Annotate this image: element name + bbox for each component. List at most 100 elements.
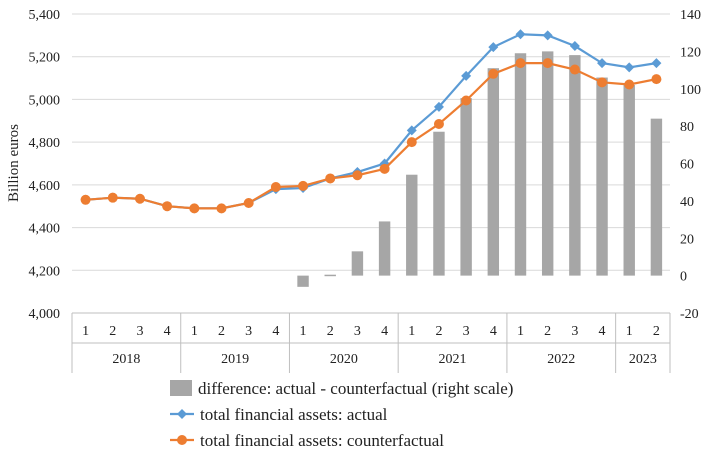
- x-quarter-label: 3: [136, 324, 143, 339]
- point-actual: [461, 70, 472, 81]
- x-quarter-label: 1: [82, 324, 89, 339]
- point-counterfactual: [216, 203, 227, 214]
- lines-layer: [80, 29, 662, 214]
- y-left-tick-label: 4,600: [29, 179, 61, 194]
- point-counterfactual: [569, 64, 580, 75]
- point-counterfactual: [325, 173, 336, 184]
- y-right-tick-label: 140: [680, 8, 701, 23]
- point-actual: [569, 41, 580, 52]
- point-counterfactual: [651, 74, 662, 85]
- point-actual: [651, 58, 662, 69]
- x-quarter-label: 2: [218, 324, 225, 339]
- bar: [596, 77, 608, 276]
- series-line-counterfactual: [85, 62, 657, 210]
- y-left-tick-label: 4,800: [29, 136, 61, 151]
- y-right-tick-label: -20: [680, 307, 699, 322]
- bar: [541, 51, 554, 276]
- x-quarter-label: 3: [463, 324, 470, 339]
- labels-layer: 4,000 4,200 4,400 4,600 4,800 5,000 5,200 5,400…: [29, 8, 702, 367]
- x-quarter-label: 4: [164, 324, 171, 339]
- point-counterfactual: [406, 137, 417, 148]
- y-left-tick-label: 4,400: [29, 222, 61, 237]
- point-actual: [433, 101, 444, 112]
- bar: [650, 118, 663, 276]
- legend-label-difference: difference: actual - counterfactual (rig…: [198, 379, 513, 398]
- point-actual: [406, 125, 417, 136]
- point-counterfactual: [624, 79, 635, 90]
- point-counterfactual: [433, 118, 444, 129]
- bar: [378, 221, 391, 276]
- x-quarter-label: 3: [571, 324, 578, 339]
- axis-layer: [71, 312, 671, 373]
- x-quarter-label: 3: [245, 324, 252, 339]
- x-year-label: 2021: [439, 352, 467, 367]
- point-counterfactual: [379, 163, 390, 174]
- x-quarter-label: 4: [381, 324, 388, 339]
- point-counterfactual: [243, 198, 254, 209]
- point-counterfactual: [488, 68, 499, 79]
- y-axis-left-title: Billion euros: [6, 124, 22, 202]
- bar: [297, 275, 309, 287]
- x-year-label: 2019: [221, 352, 249, 367]
- legend-label-counterfactual: total financial assets: counterfactual: [200, 431, 444, 450]
- y-right-tick-label: 20: [680, 232, 694, 247]
- x-quarter-label: 1: [626, 324, 633, 339]
- y-right-tick-label: 100: [680, 83, 701, 98]
- legend-marker-counterfactual: [177, 435, 187, 445]
- y-left-tick-label: 4,200: [29, 264, 61, 279]
- point-actual: [488, 42, 499, 53]
- bar: [324, 274, 336, 277]
- point-counterfactual: [542, 58, 553, 69]
- y-right-tick-label: 40: [680, 195, 694, 210]
- x-quarter-label: 1: [300, 324, 307, 339]
- point-counterfactual: [597, 77, 608, 88]
- x-quarter-label: 1: [191, 324, 198, 339]
- x-quarter-label: 2: [327, 324, 334, 339]
- point-counterfactual: [80, 194, 91, 205]
- x-quarter-label: 2: [544, 324, 551, 339]
- y-right-tick-label: 80: [680, 120, 694, 135]
- point-counterfactual: [270, 181, 281, 192]
- x-year-label: 2023: [629, 352, 657, 367]
- x-quarter-label: 2: [435, 324, 442, 339]
- y-right-tick-label: 120: [680, 45, 701, 60]
- bar: [623, 85, 635, 276]
- bar: [487, 68, 500, 276]
- x-quarter-label: 2: [109, 324, 116, 339]
- bar: [406, 174, 418, 276]
- legend-label-actual: total financial assets: actual: [200, 405, 388, 424]
- point-counterfactual: [352, 170, 363, 181]
- y-right-tick-label: 0: [680, 270, 687, 285]
- point-counterfactual: [298, 180, 309, 191]
- x-quarter-label: 4: [272, 324, 279, 339]
- point-counterfactual: [134, 193, 145, 204]
- y-right-tick-label: 60: [680, 158, 694, 173]
- bar: [569, 55, 581, 276]
- point-counterfactual: [162, 201, 173, 212]
- point-counterfactual: [189, 203, 200, 214]
- point-actual: [624, 62, 635, 73]
- bars-layer: [297, 51, 663, 287]
- bar: [351, 251, 364, 276]
- x-quarter-label: 2: [653, 324, 660, 339]
- bar: [433, 131, 445, 276]
- x-quarter-label: 1: [517, 324, 524, 339]
- y-left-tick-label: 5,200: [29, 51, 61, 66]
- grid-layer: [72, 13, 670, 271]
- x-quarter-label: 1: [408, 324, 415, 339]
- legend-marker-actual: [177, 409, 187, 419]
- point-counterfactual: [515, 58, 526, 69]
- x-quarter-label: 4: [490, 324, 497, 339]
- point-counterfactual: [461, 95, 472, 106]
- y-left-tick-label: 4,000: [29, 307, 61, 322]
- bar: [460, 98, 472, 276]
- y-left-tick-label: 5,000: [29, 93, 61, 108]
- x-quarter-label: 4: [599, 324, 606, 339]
- x-year-label: 2020: [330, 352, 358, 367]
- bar: [514, 53, 527, 276]
- x-year-label: 2018: [112, 352, 140, 367]
- legend: difference: actual - counterfactual (rig…: [170, 379, 513, 450]
- point-actual: [515, 29, 526, 40]
- point-actual: [597, 58, 608, 69]
